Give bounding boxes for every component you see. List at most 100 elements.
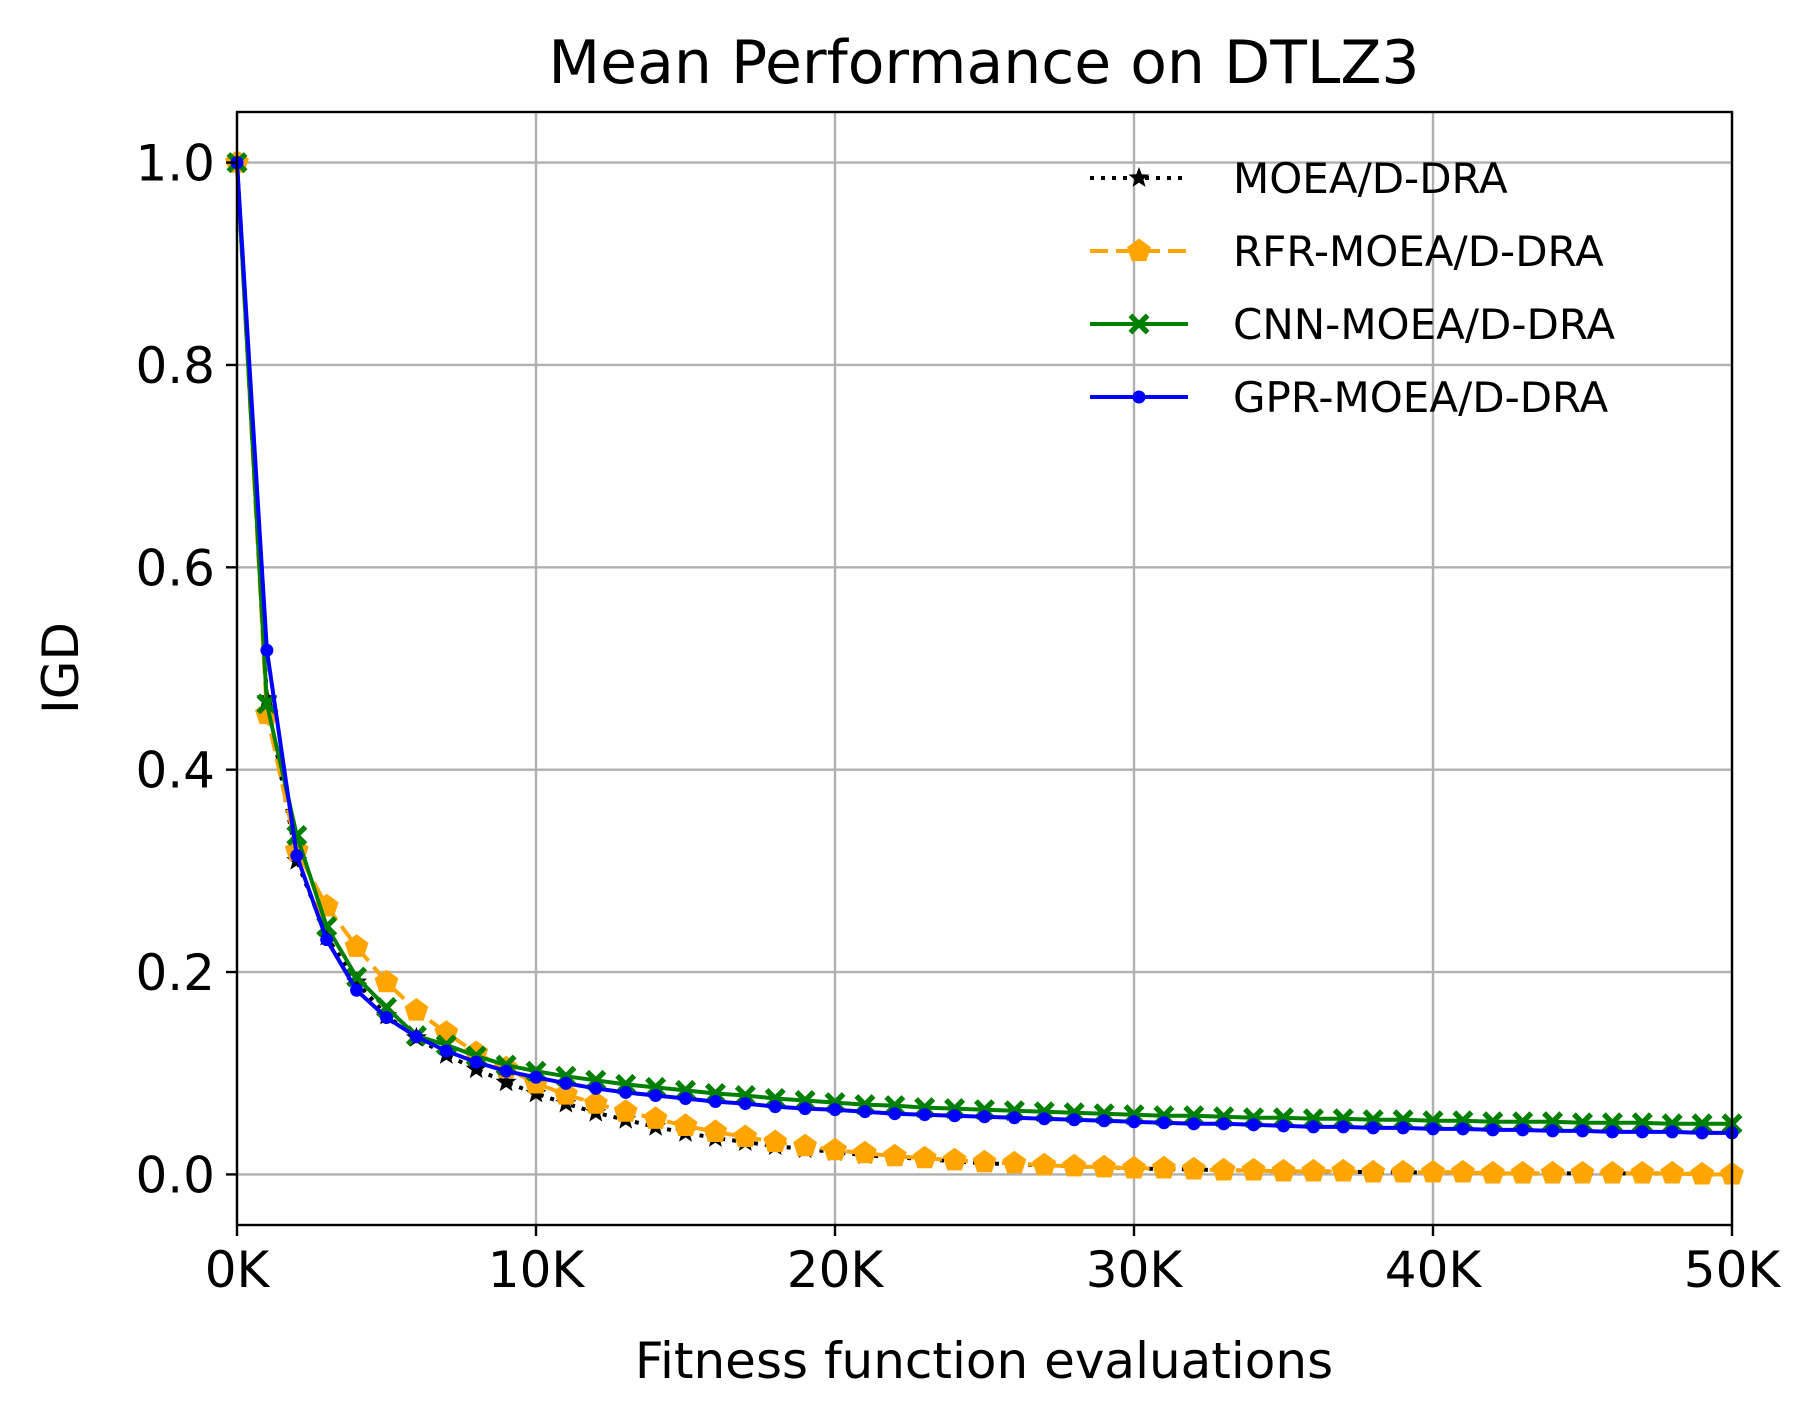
data-point bbox=[942, 1147, 967, 1171]
data-point bbox=[290, 849, 304, 863]
data-point bbox=[882, 1143, 907, 1167]
data-point bbox=[763, 1129, 788, 1153]
x-tick-label: 50K bbox=[1684, 1241, 1782, 1299]
legend-item: GPR-MOEA/D-DRA bbox=[1090, 373, 1609, 422]
data-point bbox=[1271, 1158, 1296, 1182]
data-point bbox=[918, 1108, 932, 1122]
data-point bbox=[853, 1140, 877, 1164]
data-point bbox=[589, 1081, 603, 1095]
data-point bbox=[619, 1085, 633, 1099]
data-point bbox=[858, 1105, 872, 1119]
data-point bbox=[1451, 1159, 1475, 1183]
data-point bbox=[828, 1103, 842, 1117]
data-point bbox=[1331, 1158, 1356, 1182]
data-point bbox=[768, 1100, 782, 1114]
data-point bbox=[380, 1011, 393, 1025]
data-point bbox=[1187, 1117, 1201, 1131]
legend-marker bbox=[1128, 167, 1150, 187]
data-point bbox=[1217, 1117, 1231, 1131]
data-point bbox=[673, 1113, 698, 1136]
data-point bbox=[1007, 1111, 1021, 1125]
data-point bbox=[1426, 1122, 1440, 1136]
data-point bbox=[346, 971, 368, 992]
data-point bbox=[1510, 1160, 1535, 1184]
y-tick-label: 0.4 bbox=[135, 742, 215, 800]
series-layer bbox=[225, 150, 1744, 1185]
data-point bbox=[1336, 1120, 1350, 1134]
legend-label: RFR-MOEA/D-DRA bbox=[1233, 227, 1604, 276]
data-point bbox=[320, 933, 334, 947]
data-point bbox=[1002, 1150, 1027, 1174]
data-point bbox=[912, 1145, 937, 1169]
x-axis-label: Fitness function evaluations bbox=[635, 1332, 1333, 1390]
data-point bbox=[1037, 1112, 1051, 1126]
data-point bbox=[613, 1099, 638, 1122]
data-point bbox=[1542, 1111, 1564, 1133]
data-point bbox=[1660, 1160, 1685, 1184]
data-point bbox=[499, 1064, 513, 1078]
data-point bbox=[260, 643, 274, 657]
legend-label: CNN-MOEA/D-DRA bbox=[1233, 300, 1615, 349]
data-point bbox=[1516, 1123, 1530, 1137]
data-point bbox=[823, 1137, 847, 1161]
data-point bbox=[1480, 1160, 1505, 1184]
data-point bbox=[708, 1095, 722, 1109]
data-point bbox=[559, 1076, 573, 1090]
data-point bbox=[1665, 1125, 1679, 1139]
x-tick-label: 30K bbox=[1086, 1241, 1184, 1299]
ticks: 0K 10K 20K 30K 40K 50K 0.0 0.2 0.4 0.6 0.8 1.0 bbox=[135, 135, 1781, 1299]
data-point bbox=[798, 1102, 812, 1116]
data-point bbox=[1361, 1159, 1386, 1183]
legend: MOEA/D-DRA RFR-MOEA/D-DRA CNN-MOEA/D-DRA GP… bbox=[1090, 154, 1615, 422]
legend-label: MOEA/D-DRA bbox=[1233, 154, 1508, 203]
data-point bbox=[495, 1071, 517, 1092]
x-tick-label: 10K bbox=[488, 1241, 586, 1299]
data-point bbox=[554, 1082, 578, 1105]
y-tick-label: 0.2 bbox=[135, 944, 215, 1002]
data-point bbox=[439, 1044, 453, 1058]
data-point bbox=[703, 1119, 728, 1142]
data-point bbox=[1366, 1121, 1380, 1135]
data-point bbox=[1092, 1154, 1116, 1178]
data-point bbox=[1601, 1112, 1623, 1134]
data-point bbox=[793, 1133, 817, 1157]
data-point bbox=[1067, 1113, 1081, 1127]
data-point bbox=[1630, 1160, 1655, 1184]
data-point bbox=[1691, 1113, 1713, 1135]
data-point bbox=[1635, 1125, 1649, 1139]
data-point bbox=[1241, 1157, 1266, 1181]
y-tick-label: 0.6 bbox=[135, 539, 215, 597]
legend-marker bbox=[1132, 390, 1146, 404]
data-point bbox=[1486, 1123, 1500, 1137]
data-point bbox=[1396, 1121, 1410, 1135]
data-point bbox=[1576, 1124, 1589, 1138]
data-point bbox=[888, 1107, 902, 1121]
legend-item: MOEA/D-DRA bbox=[1090, 154, 1508, 203]
chart-title: Mean Performance on DTLZ3 bbox=[548, 28, 1419, 98]
x-tick-label: 20K bbox=[787, 1241, 885, 1299]
data-point bbox=[1421, 1159, 1445, 1183]
data-point bbox=[1695, 1126, 1709, 1140]
data-point bbox=[1181, 1156, 1206, 1180]
legend-marker bbox=[1128, 313, 1150, 335]
y-tick-label: 0.0 bbox=[135, 1146, 215, 1204]
x-tick-label: 40K bbox=[1385, 1241, 1483, 1299]
data-point bbox=[374, 969, 399, 993]
y-axis-label: IGD bbox=[32, 622, 90, 714]
data-point bbox=[583, 1091, 608, 1114]
data-point bbox=[1062, 1153, 1087, 1177]
data-point bbox=[978, 1110, 991, 1124]
data-point bbox=[1211, 1157, 1236, 1181]
data-point bbox=[679, 1092, 692, 1106]
data-point bbox=[1122, 1155, 1146, 1179]
data-point bbox=[469, 1055, 483, 1069]
data-point bbox=[1456, 1122, 1470, 1136]
data-point bbox=[972, 1149, 997, 1173]
data-point bbox=[1301, 1158, 1326, 1182]
data-point bbox=[1306, 1120, 1320, 1134]
data-point bbox=[1631, 1112, 1653, 1134]
data-point bbox=[1600, 1160, 1625, 1184]
data-point bbox=[649, 1088, 663, 1102]
